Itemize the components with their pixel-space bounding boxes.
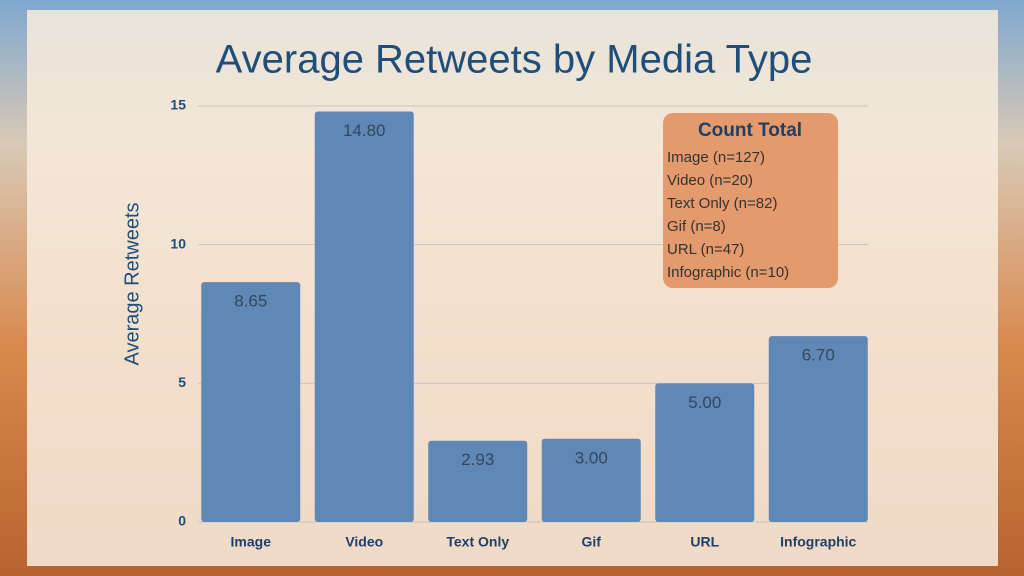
value-label: 8.65	[234, 292, 267, 311]
x-tick-label: Video	[345, 534, 383, 550]
x-tick-label: Infographic	[780, 534, 856, 550]
annotation-line: Infographic (n=10)	[667, 264, 789, 281]
x-tick-label: Gif	[582, 534, 602, 550]
x-tick-label: Text Only	[446, 534, 509, 550]
annotation-line: URL (n=47)	[667, 241, 744, 258]
annotation-line: Image (n=127)	[667, 149, 765, 166]
annotation-line: Text Only (n=82)	[667, 195, 777, 212]
y-axis-label: Average Retweets	[121, 202, 143, 365]
value-label: 3.00	[575, 448, 608, 467]
value-label: 5.00	[688, 393, 721, 412]
value-label: 14.80	[343, 121, 386, 140]
annotation-background	[663, 113, 838, 288]
x-tick-label: Image	[231, 534, 272, 550]
bar	[314, 111, 414, 523]
annotation-title: Count Total	[698, 120, 802, 141]
chart-title: Average Retweets by Media Type	[216, 38, 813, 82]
bar	[541, 438, 641, 522]
bar	[655, 383, 755, 522]
bar	[428, 440, 528, 522]
value-label: 2.93	[461, 450, 494, 469]
bar	[201, 282, 301, 522]
y-tick-label: 5	[178, 374, 186, 390]
annotation-line: Gif (n=8)	[667, 218, 726, 235]
x-tick-label: URL	[690, 534, 719, 550]
annotation-line: Video (n=20)	[667, 172, 753, 189]
value-label: 6.70	[802, 346, 835, 365]
annotation-box: Count Total Image (n=127) Video (n=20) Tex…	[663, 113, 838, 288]
y-tick-label: 10	[170, 235, 186, 251]
y-tick-label: 15	[170, 97, 186, 113]
bar	[768, 336, 868, 522]
y-tick-label: 0	[178, 513, 186, 529]
